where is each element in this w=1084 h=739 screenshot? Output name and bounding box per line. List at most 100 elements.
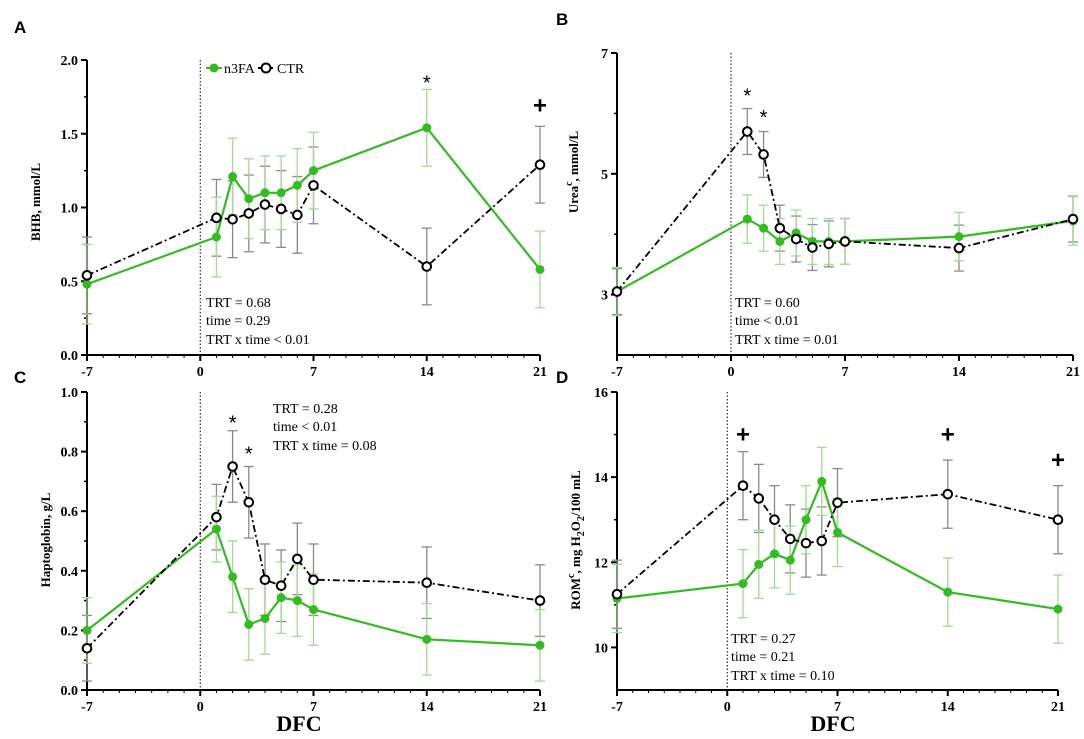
panel-C-ytick-label: 0.0: [61, 684, 79, 699]
panel-A-letter: A: [14, 18, 26, 37]
panel-A-n3fa-point: [260, 188, 270, 198]
panel-D-ylabel-main: ROM: [568, 578, 583, 610]
panel-D-ylabel-sub2: 2: [576, 516, 587, 521]
panel-B-ctr-point: [774, 222, 786, 234]
panel-C-n3fa-line: [86, 527, 541, 647]
panel-C-axes: 0.0 0.2 0.4 0.6 0.8 1.0 -7 0 7 14 21 * *: [61, 386, 548, 715]
panel-D-ctr-point: [942, 488, 954, 500]
panel-A-n3fa-point: [211, 232, 221, 242]
panel-A-n3fa-point: [422, 123, 432, 133]
panel-D-ylabel: ROMc, mg H2O2/100 mL: [566, 470, 587, 610]
panel-C-xtick-label: 21: [533, 700, 547, 715]
panel-A-ctr-line: [86, 164, 541, 277]
panel-A-stat-trt: TRT = 0.68: [206, 296, 271, 311]
panel-A-ctr-point: [534, 159, 546, 171]
legend-ctr-marker: [260, 62, 272, 74]
panel-C-ctr-point: [421, 577, 433, 589]
panel-B-ctr-point: [790, 233, 802, 245]
panel-A-ctr-point: [259, 199, 271, 210]
panel-D-ylabel-unit3: /100 mL: [568, 470, 583, 517]
panel-A-ctr-point: [227, 214, 238, 225]
panel-B-ylabel-sup: c: [564, 181, 575, 186]
panel-C-xtick-label: 7: [310, 700, 317, 715]
panel-B-n3fa-line: [616, 217, 1074, 293]
panel-D-stats: TRT = 0.27 time = 0.21 TRT x time = 0.10: [731, 632, 835, 684]
panel-B-significance-mark: *: [760, 107, 768, 129]
panel-D-n3fa-point: [1053, 604, 1063, 614]
panel-B-n3fa-point: [759, 223, 769, 233]
panel-C-n3fa-point: [244, 619, 254, 629]
panel-D-ctr-point: [737, 480, 749, 491]
panel-D-axes: 10 12 14 16 -7 0 7 14 21 + + +: [594, 386, 1065, 715]
panel-B-n3fa-point: [775, 236, 785, 246]
panel-D-ylabel-unit1: , mg H: [568, 536, 583, 573]
panel-C-significance-mark: *: [229, 412, 237, 434]
panel-B-ctr-point: [741, 126, 753, 137]
panel-B-ctr-point: [1067, 213, 1079, 225]
panel-A-xtick-label: 7: [310, 365, 317, 380]
panel-C: C 0.00.20.40.60.81.0-7 0 7 14 21** Haptoglob…: [14, 368, 547, 736]
legend-n3fa-marker: [209, 63, 219, 73]
panel-B-stats: TRT = 0.60 time < 0.01 TRT x time = 0.01: [735, 296, 839, 348]
panel-A-ytick-label: 1.0: [61, 202, 79, 217]
panel-C-xlabel: DFC: [276, 711, 321, 736]
panel-D-n3fa-point: [801, 515, 811, 525]
panel-D-n3fa-point: [817, 476, 827, 486]
panel-C-ctr-point: [227, 461, 238, 472]
panel-A-ytick-label: 0.0: [61, 349, 79, 364]
panel-D-xtick-label: 0: [724, 700, 731, 715]
panel-A-n3fa-point: [276, 188, 286, 198]
panel-C-n3fa-point: [228, 572, 238, 582]
panel-D-ctr-point: [816, 535, 828, 547]
panel-D-n3fa-point: [833, 527, 842, 537]
panel-D-ctr-point: [784, 533, 796, 545]
panel-A-stat-time: time = 0.29: [206, 314, 270, 329]
panel-D-letter: D: [556, 368, 568, 387]
legend: n3FA CTR: [206, 62, 305, 77]
panel-D-ctr-point: [753, 493, 765, 504]
panel-B-n3fa-point: [742, 214, 752, 224]
panel-D-xtick-label: -7: [611, 700, 623, 715]
panel-C-ctr-point: [534, 595, 546, 606]
panel-A-n3fa-point: [535, 264, 545, 274]
panel-A-significance-mark: *: [423, 73, 431, 95]
panel-C-n3fa-point: [422, 634, 432, 644]
panel-D-ytick-label: 14: [594, 471, 608, 486]
panel-A-ctr-point: [211, 212, 222, 224]
panel-A-ylabel: BHB, mmol/L: [28, 163, 43, 241]
panel-B-xtick-label: 0: [728, 365, 735, 380]
panel-A-n3fa-line: [86, 126, 541, 286]
panel-A: A 0.00.51.01.52.0-7 0 7 14 21*+ BHB, mmol/L …: [14, 18, 547, 380]
panel-C-n3fa-point: [260, 613, 270, 623]
panel-D-n3fa-point: [943, 587, 953, 597]
panel-C-n3fa-point: [292, 596, 302, 606]
panel-B-ctr-point: [823, 238, 835, 250]
panel-D-xtick-label: 14: [941, 700, 955, 715]
panel-D-xtick-label: 21: [1051, 700, 1065, 715]
panel-B-ylabel: Ureac, mmol/L: [564, 131, 581, 214]
panel-C-ctr-point: [275, 580, 287, 592]
panel-D-significance-mark: +: [1051, 447, 1065, 474]
panel-C-xtick-label: 14: [420, 700, 434, 715]
panel-C-n3fa-point: [82, 625, 92, 635]
panel-C-xtick-label: -7: [81, 700, 93, 715]
panel-B-stat-interaction: TRT x time = 0.01: [735, 333, 839, 348]
panel-C-ctr-line: [86, 463, 541, 649]
panel-D-ctr-point: [769, 514, 780, 526]
panel-C-ylabel: Haptoglobin, g/L: [38, 492, 53, 587]
legend-ctr-label: CTR: [277, 62, 305, 77]
panel-D-significance-mark: +: [736, 422, 750, 449]
panel-A-ctr-point: [421, 261, 433, 272]
panel-B-ylabel-unit: , mmol/L: [566, 131, 581, 182]
panel-A-ctr-point: [292, 209, 303, 221]
panel-D-significance-mark: +: [941, 422, 955, 449]
panel-B-ctr-point: [611, 286, 623, 297]
panel-C-ytick-label: 0.8: [61, 446, 79, 461]
panel-C-stat-time: time < 0.01: [273, 420, 337, 435]
panel-D-ylabel-sup: c: [566, 573, 577, 578]
panel-B-ctr-point: [953, 242, 965, 254]
panel-D-ctr-point: [611, 588, 623, 600]
panel-B-stat-trt: TRT = 0.60: [735, 296, 800, 311]
panel-C-n3fa-point: [535, 640, 545, 650]
